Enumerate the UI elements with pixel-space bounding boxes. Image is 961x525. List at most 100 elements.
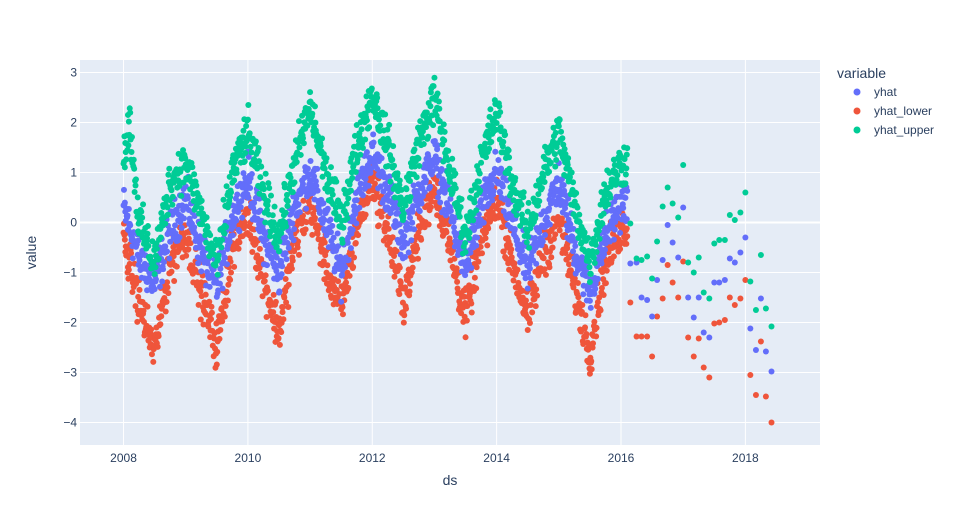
data-point — [605, 201, 612, 208]
data-point — [168, 187, 175, 194]
data-point — [123, 156, 130, 163]
data-point — [125, 206, 132, 213]
data-point — [163, 298, 170, 305]
data-point — [538, 184, 545, 191]
data-point — [497, 189, 504, 196]
data-point — [524, 326, 531, 333]
data-point — [248, 149, 255, 156]
data-point — [447, 195, 454, 202]
data-point — [151, 286, 158, 293]
data-point — [154, 343, 161, 350]
data-point — [603, 267, 610, 274]
data-point — [219, 285, 226, 292]
data-point — [454, 278, 461, 285]
data-points — [120, 74, 775, 426]
data-point — [411, 163, 418, 170]
data-point — [352, 169, 359, 175]
data-point — [303, 219, 310, 226]
data-point — [172, 222, 179, 229]
legend-items[interactable]: yhat yhat_lower yhat_upper — [853, 85, 935, 137]
legend-label: yhat — [874, 85, 897, 99]
data-point — [323, 155, 330, 162]
data-point — [421, 189, 428, 196]
data-point — [541, 266, 548, 273]
legend[interactable]: variable yhat yhat_lower yhat_upper — [837, 65, 934, 137]
data-point — [649, 353, 656, 360]
data-point — [419, 128, 426, 135]
data-point — [561, 145, 568, 152]
data-point — [311, 173, 318, 180]
data-point — [726, 294, 733, 301]
legend-item-yhat_upper[interactable]: yhat_upper — [853, 123, 935, 137]
data-point — [441, 128, 448, 135]
data-point — [463, 317, 470, 324]
data-point — [295, 201, 302, 208]
data-point — [521, 258, 528, 265]
data-point — [237, 204, 244, 211]
data-point — [257, 174, 264, 181]
data-point — [254, 252, 261, 259]
data-point — [542, 271, 549, 278]
data-point — [157, 234, 164, 241]
data-point — [458, 196, 465, 203]
data-point — [268, 254, 275, 261]
data-point — [570, 179, 577, 186]
x-tick-label: 2010 — [235, 451, 262, 465]
data-point — [304, 122, 311, 129]
data-point — [434, 90, 441, 97]
data-point — [283, 256, 290, 263]
data-point — [742, 189, 749, 196]
data-point — [534, 292, 541, 299]
data-point — [404, 240, 411, 247]
data-point — [365, 182, 372, 189]
data-point — [579, 302, 586, 308]
data-point — [311, 103, 318, 110]
data-point — [695, 294, 702, 301]
data-point — [506, 165, 513, 172]
data-point — [564, 245, 571, 252]
data-point — [124, 212, 131, 219]
data-point — [387, 178, 394, 185]
data-point — [493, 126, 500, 133]
data-point — [349, 174, 356, 181]
data-point — [131, 189, 138, 196]
legend-item-yhat[interactable]: yhat — [853, 85, 898, 99]
data-point — [155, 255, 162, 262]
data-point — [291, 226, 298, 233]
data-point — [221, 313, 228, 320]
data-point — [262, 170, 269, 177]
data-point — [271, 203, 278, 210]
data-point — [540, 173, 547, 180]
data-point — [427, 103, 434, 110]
data-point — [716, 319, 723, 326]
data-point — [623, 240, 630, 247]
data-point — [477, 187, 484, 194]
data-point — [206, 283, 213, 290]
data-point — [351, 132, 358, 139]
x-axis-title: ds — [443, 472, 458, 488]
legend-item-yhat_lower[interactable]: yhat_lower — [853, 104, 933, 118]
data-point — [355, 232, 362, 239]
data-point — [546, 205, 553, 212]
data-point — [398, 228, 405, 235]
data-point — [279, 263, 286, 270]
data-point — [231, 263, 238, 270]
data-point — [166, 165, 173, 172]
data-point — [214, 348, 221, 355]
data-point — [164, 204, 171, 211]
data-point — [145, 242, 152, 249]
data-point — [571, 275, 578, 282]
data-point — [451, 224, 457, 231]
data-point — [757, 338, 764, 345]
data-point — [762, 305, 769, 312]
data-point — [206, 253, 213, 260]
data-point — [518, 247, 525, 254]
data-point — [290, 237, 297, 244]
data-point — [590, 254, 597, 261]
data-point — [546, 264, 553, 271]
data-point — [572, 242, 579, 249]
data-point — [362, 136, 369, 143]
data-point — [737, 249, 744, 256]
data-point — [471, 274, 478, 281]
data-point — [462, 272, 469, 279]
